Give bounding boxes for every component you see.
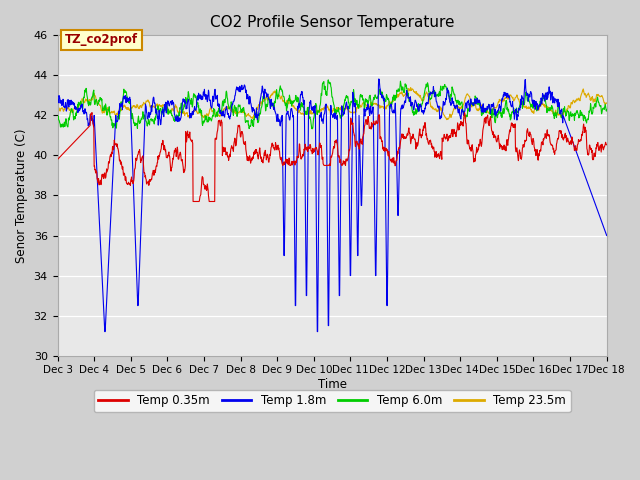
Y-axis label: Senor Temperature (C): Senor Temperature (C) (15, 128, 28, 263)
Text: TZ_co2prof: TZ_co2prof (65, 33, 138, 47)
Legend: Temp 0.35m, Temp 1.8m, Temp 6.0m, Temp 23.5m: Temp 0.35m, Temp 1.8m, Temp 6.0m, Temp 2… (93, 390, 570, 412)
Title: CO2 Profile Sensor Temperature: CO2 Profile Sensor Temperature (210, 15, 454, 30)
X-axis label: Time: Time (317, 378, 347, 391)
